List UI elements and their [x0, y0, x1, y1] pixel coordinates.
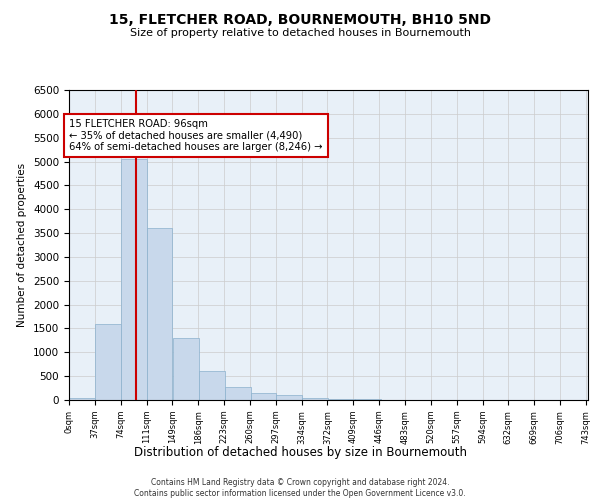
Bar [355, 399, 380, 400]
Bar [225, 387, 251, 400]
Bar [251, 394, 277, 400]
Bar [69, 398, 95, 400]
Bar [199, 372, 225, 400]
Bar [302, 398, 328, 400]
Text: Contains HM Land Registry data © Crown copyright and database right 2024.
Contai: Contains HM Land Registry data © Crown c… [134, 478, 466, 498]
Y-axis label: Number of detached properties: Number of detached properties [17, 163, 28, 327]
Bar [146, 228, 172, 400]
Bar [121, 159, 146, 400]
Text: Distribution of detached houses by size in Bournemouth: Distribution of detached houses by size … [133, 446, 467, 459]
Bar [95, 324, 121, 400]
Bar [173, 338, 199, 400]
Text: 15 FLETCHER ROAD: 96sqm
← 35% of detached houses are smaller (4,490)
64% of semi: 15 FLETCHER ROAD: 96sqm ← 35% of detache… [70, 118, 323, 152]
Bar [329, 398, 355, 400]
Text: 15, FLETCHER ROAD, BOURNEMOUTH, BH10 5ND: 15, FLETCHER ROAD, BOURNEMOUTH, BH10 5ND [109, 12, 491, 26]
Bar [277, 395, 302, 400]
Text: Size of property relative to detached houses in Bournemouth: Size of property relative to detached ho… [130, 28, 470, 38]
